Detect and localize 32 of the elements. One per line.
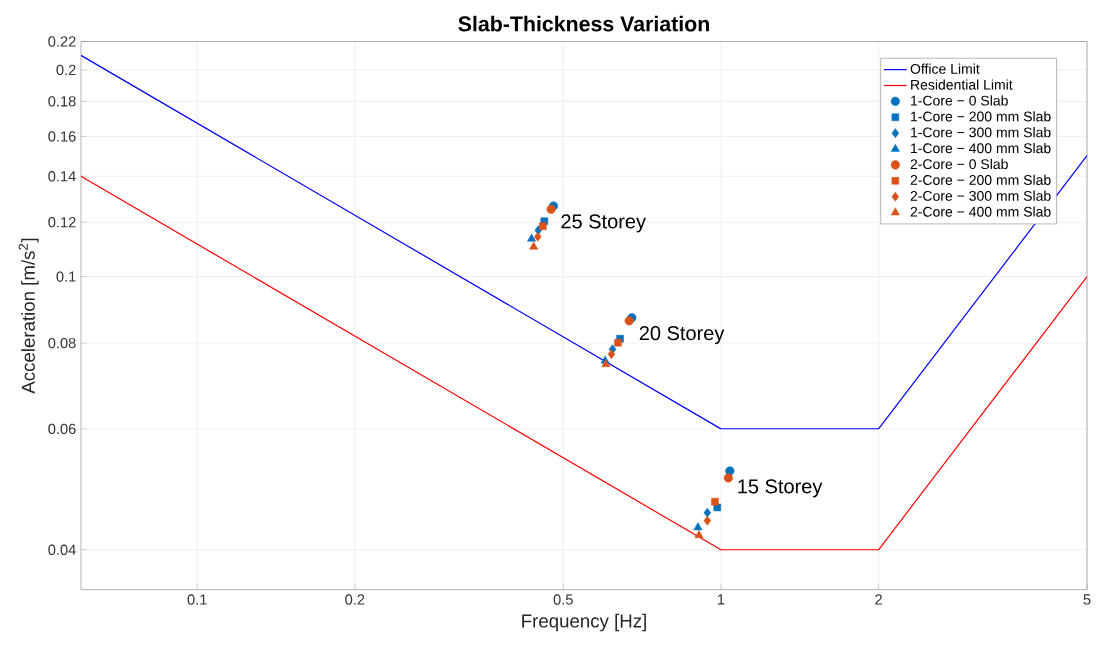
chart-title: Slab-Thickness Variation bbox=[458, 15, 709, 32]
x-tick-label: 0.2 bbox=[345, 594, 365, 605]
annotation: 25 Storey bbox=[561, 214, 646, 233]
y-tick-label: 0.16 bbox=[48, 131, 76, 142]
x-axis-title: Frequency [Hz] bbox=[522, 613, 646, 632]
legend-label: 1-Core − 300 mm Slab bbox=[911, 127, 1051, 138]
legend-label: 1-Core − 0 Slab bbox=[911, 95, 1008, 106]
annotation: 20 Storey bbox=[639, 326, 725, 345]
y-tick-label: 0.14 bbox=[48, 171, 76, 182]
y-tick-label: 0.04 bbox=[48, 544, 76, 555]
legend-label: 2-Core − 400 mm Slab bbox=[910, 206, 1051, 217]
legend-label: 2-Core − 200 mm Slab bbox=[910, 174, 1051, 185]
y-tick-label: 0.22 bbox=[48, 36, 76, 47]
x-tick-label: 0.1 bbox=[187, 594, 207, 605]
y-tick-label: 0.18 bbox=[48, 96, 76, 107]
legend-label: 1-Core − 400 mm Slab bbox=[911, 142, 1051, 154]
y-tick-label: 0.1 bbox=[56, 271, 76, 282]
x-tick-label: 5 bbox=[1083, 594, 1091, 605]
legend-label: Office Limit bbox=[910, 63, 980, 74]
x-tick-label: 1 bbox=[717, 594, 725, 605]
y-axis-title: Acceleration [m/s$^{2}$] bbox=[18, 238, 39, 394]
y-tick-label: 0.12 bbox=[48, 217, 76, 228]
y-tick-label: 0.06 bbox=[48, 423, 76, 435]
y-tick-label: 0.2 bbox=[56, 64, 76, 76]
annotation: 15 Storey bbox=[738, 479, 823, 498]
y-tick-label: 0.08 bbox=[48, 337, 76, 349]
x-tick-label: 0.5 bbox=[553, 594, 573, 605]
legend-label: 2-Core − 300 mm Slab bbox=[910, 190, 1051, 201]
legend-label: Residential Limit bbox=[911, 79, 1013, 90]
x-tick-label: 2 bbox=[875, 594, 882, 605]
legend-label: 2-Core − 0 Slab bbox=[910, 158, 1008, 170]
legend-label: 1-Core − 200 mm Slab bbox=[911, 111, 1051, 122]
